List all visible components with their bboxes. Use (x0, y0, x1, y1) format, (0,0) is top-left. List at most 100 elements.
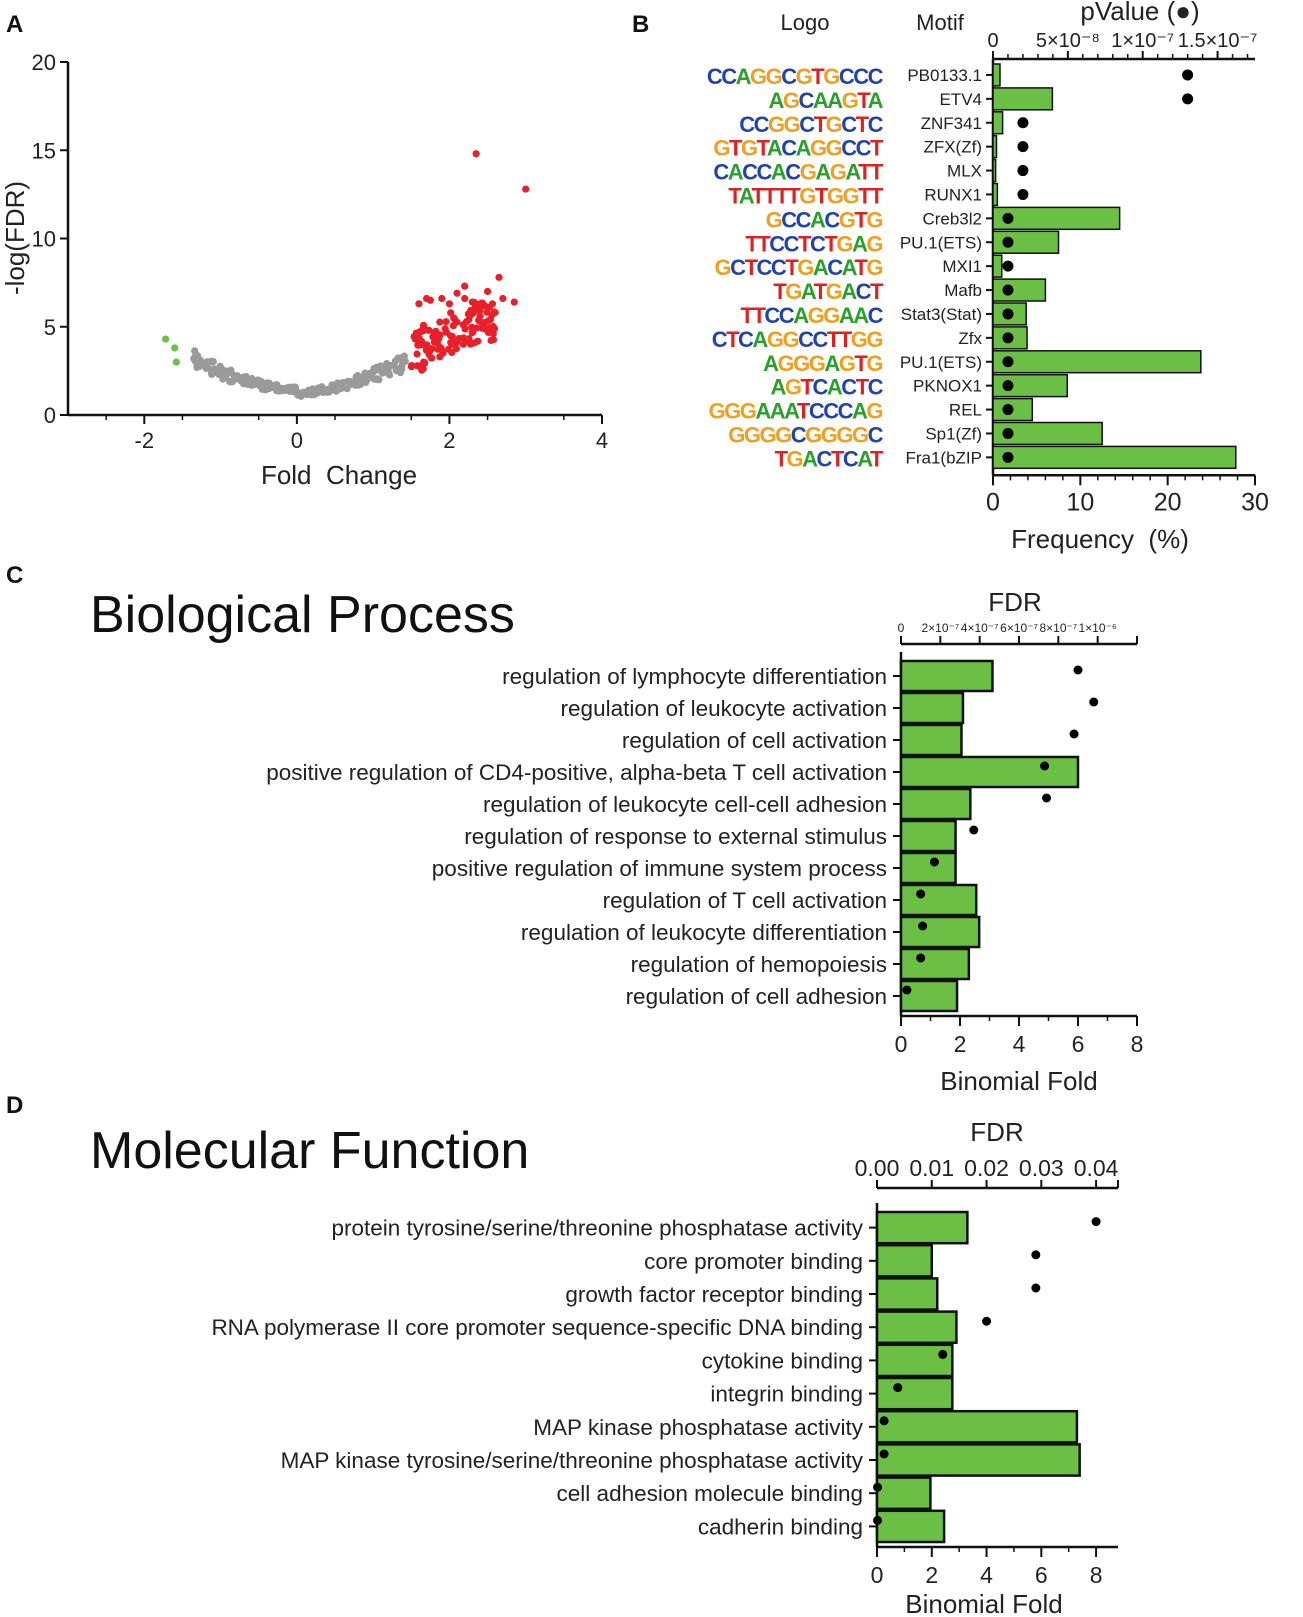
volcano-point-down (172, 358, 180, 366)
bp-top-tick-label: 4×10⁻⁷ (961, 621, 999, 635)
volcano-point-up (473, 324, 481, 332)
motif-pvalue-dot (1002, 236, 1014, 248)
volcano-point-up (419, 365, 427, 373)
volcano-point-up (472, 150, 480, 158)
volcano-point-up (499, 294, 507, 303)
motif-name: RUNX1 (924, 185, 982, 204)
motif-pvalue-dot (1002, 427, 1014, 439)
bp-fdr-dot (1040, 761, 1050, 771)
motif-pvalue-dot (1182, 93, 1194, 105)
motif-name: Zfx (958, 329, 982, 348)
mf-fold-bar (875, 1277, 939, 1311)
volcano-point-ns (234, 372, 242, 380)
mf-fdr-dot (1031, 1283, 1041, 1293)
motif-top-tick-label: 0 (987, 30, 998, 52)
mf-fdr-dot (1091, 1217, 1101, 1227)
mf-fdr-dot (879, 1416, 889, 1426)
volcano-plot: Fold Change -log(FDR) 0 5 10 15 20 -2 0 2 4 (0, 50, 608, 490)
volcano-point-ns (323, 388, 331, 396)
motif-name: Mafb (944, 281, 982, 300)
volcano-y-tick-label: 0 (44, 403, 56, 428)
volcano-point-up (495, 273, 503, 281)
volcano-point-up (461, 282, 469, 290)
bp-fdr-dot (929, 857, 939, 867)
bp-term-label: positive regulation of CD4-positive, alp… (266, 760, 887, 785)
mf-fold-bar (875, 1443, 1081, 1477)
volcano-x-tick-label: 4 (596, 428, 608, 453)
volcano-point-up (436, 318, 444, 326)
volcano-y-tick-label: 5 (44, 315, 56, 340)
volcano-x-tick-label: 0 (291, 428, 303, 453)
bp-fold-bar (899, 723, 963, 757)
panel-label-c: C (6, 562, 23, 589)
volcano-point-ns (191, 347, 199, 355)
volcano-point-ns (227, 368, 235, 377)
mf-fold-bar (875, 1409, 1079, 1444)
volcano-point-ns (373, 375, 381, 384)
bp-fold-bar (899, 787, 972, 821)
volcano-point-ns (363, 375, 371, 383)
volcano-point-up (476, 312, 484, 320)
volcano-point-ns (396, 369, 405, 377)
motif-logo: CACCACGAGATT (713, 160, 884, 185)
motif-pvalue-dot (1002, 356, 1014, 368)
volcano-point-up (429, 333, 437, 341)
mf-fold-bar (875, 1509, 946, 1544)
volcano-point-ns (196, 357, 204, 365)
volcano-point-up (522, 185, 530, 193)
motif-name: Sp1(Zf) (925, 424, 982, 443)
mf-x-tick-label: 6 (1035, 1562, 1048, 1588)
bp-top-tick-label: 0 (898, 621, 905, 635)
bp-fold-bar (899, 979, 959, 1013)
motif-frequency-bar (992, 158, 997, 183)
biological-process-chart: Biological Process FDR Binomial Fold 0 2×… (90, 586, 1143, 1096)
mf-term-label: cytokine binding (702, 1348, 863, 1373)
bp-x-tick-label: 6 (1072, 1031, 1085, 1057)
motif-frequency-bar (992, 373, 1068, 398)
volcano-point-up (453, 318, 461, 326)
bp-term-label: regulation of lymphocyte differentiation (502, 664, 887, 689)
bp-term-label: regulation of cell adhesion (626, 984, 887, 1009)
mf-fold-bar (875, 1310, 958, 1345)
volcano-point-up (489, 322, 497, 330)
motif-logo: TATTTTGTGGTT (728, 183, 884, 208)
motif-name: ETV4 (939, 90, 982, 109)
motif-top-axis-title: pValue (●) (1080, 0, 1199, 26)
bp-fdr-dot (969, 825, 979, 835)
mf-fdr-dot (982, 1316, 992, 1326)
bp-x-axis-title: Binomial Fold (940, 1066, 1098, 1096)
volcano-x-tick-label: 2 (443, 428, 455, 453)
bp-term-label: regulation of leukocyte cell-cell adhesi… (483, 792, 887, 817)
volcano-point-up (415, 300, 423, 308)
volcano-point-ns (265, 381, 273, 389)
volcano-point-ns (370, 364, 378, 373)
volcano-point-up (476, 318, 484, 326)
panel-label-d: D (6, 1092, 23, 1119)
motif-pvalue-dot (1182, 69, 1194, 81)
motif-x-tick-label: 30 (1241, 488, 1269, 516)
mf-fold-bar (875, 1376, 954, 1411)
mf-term-label: cell adhesion molecule binding (557, 1481, 863, 1506)
motif-logo-header: Logo (781, 10, 830, 35)
volcano-point-up (459, 340, 467, 348)
motif-logo: CTCAGGCCTTGG (712, 327, 883, 352)
bp-term-label: positive regulation of immune system pro… (432, 856, 887, 881)
mf-fold-bar (875, 1476, 932, 1511)
motif-frequency-bar (992, 278, 1047, 302)
motif-logo: GCTCCTGACATG (715, 255, 883, 280)
volcano-point-up (411, 335, 419, 343)
bp-top-tick-label: 8×10⁻⁷ (1039, 621, 1077, 635)
bp-fold-bar (899, 915, 981, 949)
bp-x-tick-label: 2 (954, 1031, 967, 1057)
motif-name: PU.1(ETS) (900, 233, 982, 252)
bp-term-label: regulation of hemopoiesis (631, 952, 887, 977)
volcano-point-ns (202, 364, 210, 373)
motif-pvalue-dot (1017, 165, 1029, 177)
bp-fold-bar (899, 755, 1080, 789)
bp-term-label: regulation of leukocyte differentiation (521, 920, 887, 945)
motif-frequency-bar (992, 63, 1001, 87)
motif-top-tick-label: 1.5×10⁻⁷ (1178, 30, 1258, 52)
volcano-x-axis-title: Fold Change (261, 460, 417, 490)
bp-term-label: regulation of leukocyte activation (561, 696, 887, 721)
mf-x-tick-label: 4 (980, 1562, 993, 1588)
